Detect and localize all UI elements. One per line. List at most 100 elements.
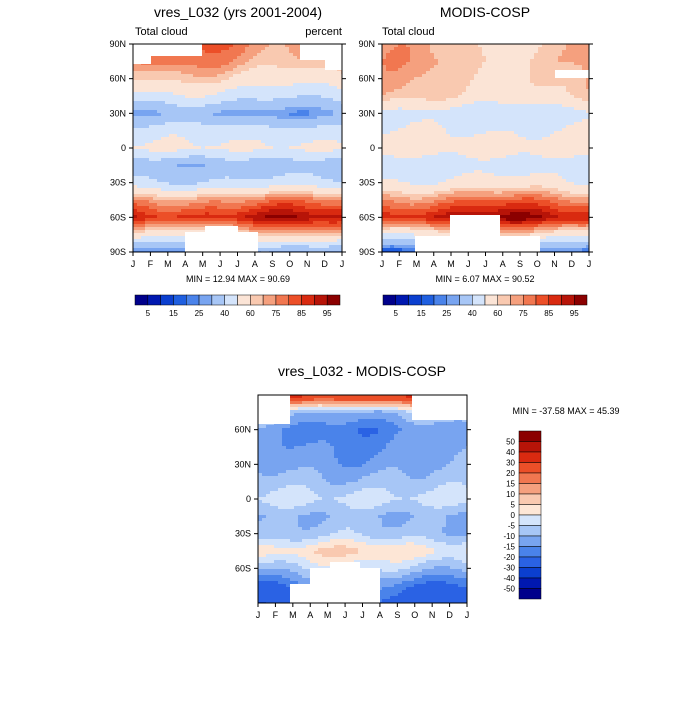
contour-cell [337,77,342,81]
contour-cell [157,137,162,141]
contour-cell [301,143,306,147]
contour-cell [466,62,471,66]
contour-cell [418,95,423,99]
contour-cell [229,161,234,165]
contour-cell [245,206,250,210]
contour-cell [442,71,447,75]
contour-cell [414,95,419,99]
contour-cell [261,218,266,222]
contour-cell [325,248,330,252]
contour-cell [313,95,318,99]
contour-cell [277,113,282,117]
contour-cell [253,104,258,108]
contour-cell [277,191,282,195]
contour-cell [189,200,194,204]
contour-cell [285,242,290,246]
contour-cell [289,92,294,96]
contour-cell [145,197,150,201]
contour-cell [205,80,210,84]
contour-cell [309,71,314,75]
contour-cell [229,86,234,90]
contour-cell [157,98,162,102]
contour-cell [253,80,258,84]
contour-cell [137,134,142,138]
contour-cell [502,71,507,75]
contour-cell [394,86,399,90]
contour-cell [149,227,154,231]
contour-cell [161,110,166,114]
contour-cell [450,74,455,78]
contour-cell [301,98,306,102]
contour-cell [181,212,186,216]
contour-cell [145,137,150,141]
contour-cell [201,146,206,150]
contour-cell [289,146,294,150]
contour-cell [410,89,415,93]
contour-cell [285,164,290,168]
contour-cell [265,95,270,99]
contour-cell [305,107,310,111]
contour-cell [418,98,423,102]
contour-cell [510,107,515,111]
contour-cell [430,47,435,51]
contour-cell [149,170,154,174]
contour-cell [482,50,487,54]
contour-cell [217,95,222,99]
contour-cell [141,89,146,93]
contour-cell [133,113,138,117]
contour-cell [165,137,170,141]
contour-cell [518,68,523,72]
contour-cell [237,128,242,132]
contour-cell [430,62,435,66]
contour-cell [141,185,146,189]
contour-cell [506,98,511,102]
contour-cell [406,92,411,96]
contour-cell [157,86,162,90]
contour-cell [478,110,483,114]
contour-cell [145,71,150,75]
contour-cell [281,83,286,87]
contour-cell [137,221,142,225]
contour-cell [337,242,342,246]
contour-cell [514,62,519,66]
contour-cell [530,83,535,87]
contour-cell [510,53,515,57]
contour-cell [321,227,326,231]
contour-cell [173,227,178,231]
contour-cell [165,230,170,234]
contour-cell [446,101,451,105]
contour-cell [297,161,302,165]
contour-cell [470,65,475,69]
contour-cell [157,224,162,228]
contour-cell [394,65,399,69]
contour-cell [209,131,214,135]
contour-cell [418,71,423,75]
contour-cell [177,68,182,72]
contour-cell [149,149,154,153]
contour-cell [193,122,198,126]
contour-cell [217,107,222,111]
contour-cell [233,47,238,51]
contour-cell [165,167,170,171]
contour-cell [141,110,146,114]
contour-cell [297,131,302,135]
contour-cell [514,44,519,48]
contour-cell [201,221,206,225]
contour-cell [410,107,415,111]
contour-cell [141,68,146,72]
contour-cell [530,47,535,51]
contour-cell [586,92,591,96]
contour-cell [245,194,250,198]
contour-cell [241,68,246,72]
contour-cell [241,104,246,108]
contour-cell [301,125,306,129]
contour-cell [462,86,467,90]
contour-cell [225,170,230,174]
contour-cell [173,206,178,210]
contour-cell [217,170,222,174]
contour-cell [566,50,571,54]
contour-cell [562,62,567,66]
contour-cell [205,173,210,177]
contour-cell [333,146,338,150]
contour-cell [173,98,178,102]
